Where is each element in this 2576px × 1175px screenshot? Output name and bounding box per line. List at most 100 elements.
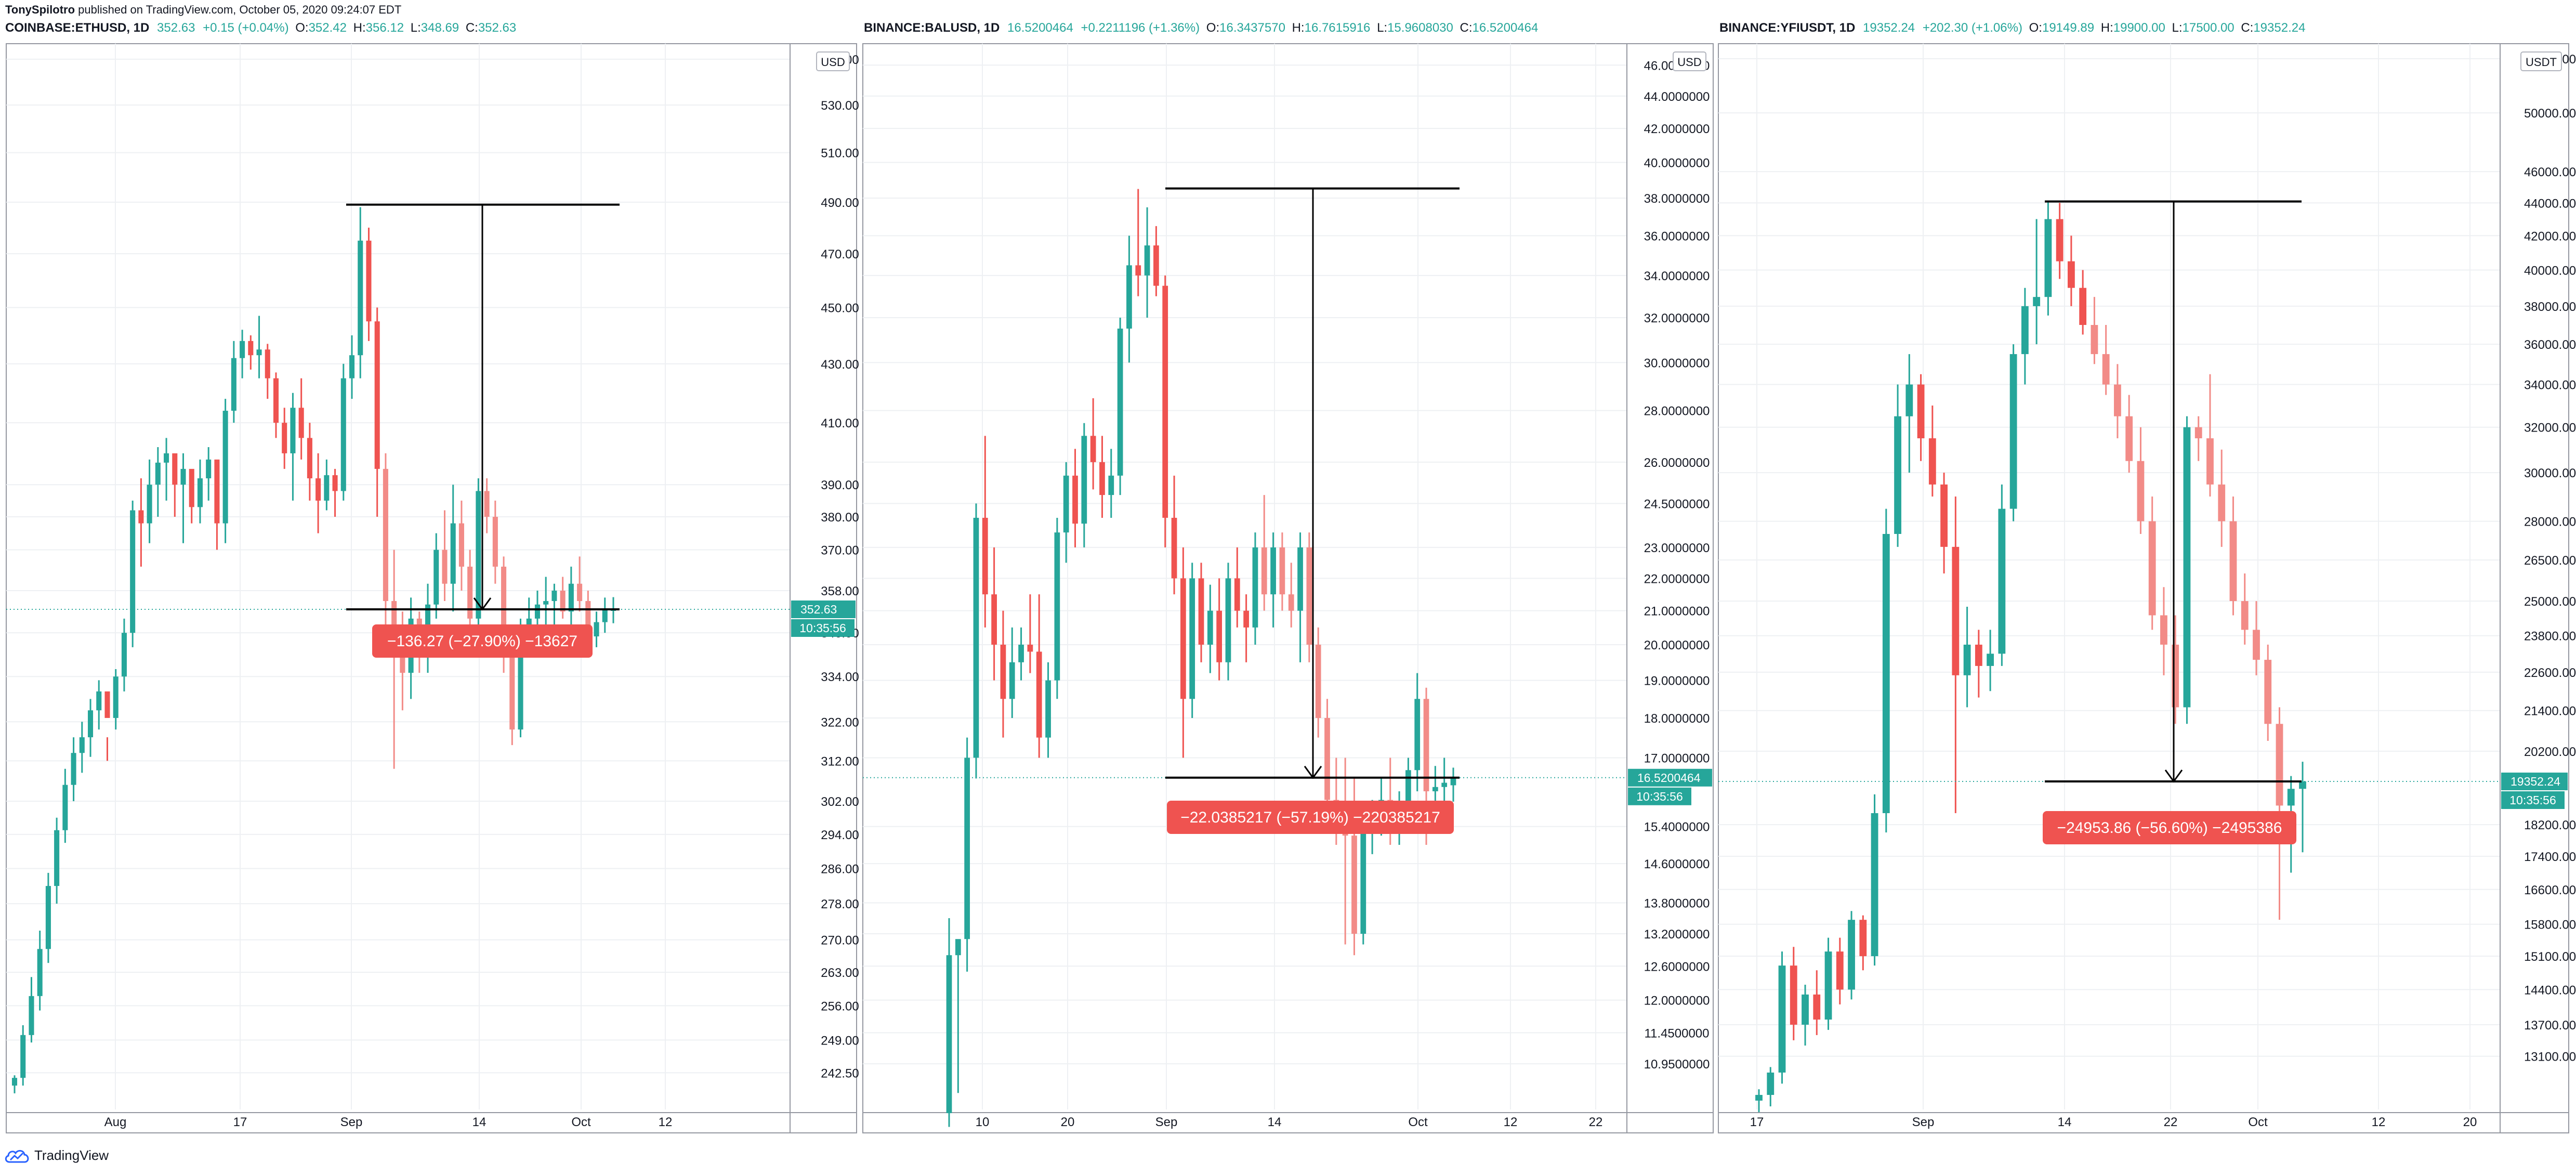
candle-body[interactable] — [130, 510, 136, 633]
candle-body[interactable] — [29, 996, 34, 1035]
currency-label[interactable]: USD — [1677, 56, 1701, 69]
candle[interactable] — [332, 468, 338, 517]
candle[interactable] — [1802, 985, 1809, 1046]
candle[interactable] — [1054, 517, 1060, 699]
candle[interactable] — [54, 817, 60, 904]
candle[interactable] — [231, 341, 236, 423]
candle-body[interactable] — [290, 408, 296, 453]
measure-label-badge[interactable] — [372, 624, 593, 658]
candle[interactable] — [290, 393, 296, 501]
candle-body[interactable] — [113, 676, 119, 718]
candle[interactable] — [2264, 644, 2272, 741]
candle-body[interactable] — [1450, 777, 1456, 786]
candle-body[interactable] — [37, 949, 43, 996]
candle-body[interactable] — [2137, 461, 2145, 521]
measure-label-badge[interactable] — [1167, 801, 1454, 834]
candle[interactable] — [189, 468, 194, 524]
candle-body[interactable] — [1018, 644, 1024, 662]
candle[interactable] — [2241, 573, 2249, 645]
candle-body[interactable] — [1905, 384, 1913, 416]
author-name[interactable]: TonySpilotro — [5, 3, 75, 16]
candle-body[interactable] — [1117, 329, 1123, 476]
candle[interactable] — [1027, 594, 1033, 673]
candle[interactable] — [164, 438, 169, 501]
candle-body[interactable] — [518, 625, 523, 730]
candle[interactable] — [391, 550, 397, 769]
candle[interactable] — [2056, 203, 2064, 279]
candle[interactable] — [172, 453, 178, 517]
candle-body[interactable] — [543, 601, 549, 605]
candle[interactable] — [1261, 495, 1267, 611]
candle[interactable] — [433, 533, 439, 619]
candle-body[interactable] — [1189, 578, 1195, 699]
candle-body[interactable] — [71, 753, 76, 785]
candle[interactable] — [1279, 532, 1285, 611]
candle-body[interactable] — [138, 510, 144, 524]
candle-body[interactable] — [1108, 475, 1114, 495]
candle-body[interactable] — [1099, 462, 1105, 495]
candle-body[interactable] — [509, 654, 515, 730]
candle-body[interactable] — [1234, 578, 1240, 611]
candle[interactable] — [2091, 297, 2098, 364]
candle-body[interactable] — [2264, 660, 2272, 724]
candle-body[interactable] — [602, 610, 608, 622]
candle[interactable] — [37, 931, 43, 1011]
candle[interactable] — [282, 408, 287, 469]
measure-tool[interactable]: −22.0385217 (−57.19%) −220385217 — [1165, 187, 1460, 834]
candle-body[interactable] — [1045, 680, 1051, 738]
candle[interactable] — [20, 1025, 26, 1086]
candle[interactable] — [104, 691, 110, 761]
candle-body[interactable] — [2067, 261, 2075, 288]
candle-body[interactable] — [1755, 1094, 1763, 1101]
candle-body[interactable] — [1324, 717, 1330, 800]
candle[interactable] — [2044, 201, 2052, 316]
candle-body[interactable] — [366, 240, 372, 322]
candle-body[interactable] — [526, 618, 532, 626]
candle-body[interactable] — [240, 341, 245, 358]
currency-label[interactable]: USDT — [2526, 56, 2557, 69]
candle-body[interactable] — [1802, 994, 1809, 1025]
candle[interactable] — [1270, 532, 1276, 628]
candle[interactable] — [206, 447, 212, 501]
candle[interactable] — [11, 1075, 18, 1093]
candle[interactable] — [1207, 584, 1213, 673]
candle-body[interactable] — [450, 523, 456, 584]
candle-body[interactable] — [1975, 644, 1982, 666]
candle[interactable] — [71, 737, 76, 801]
candle-body[interactable] — [265, 349, 270, 378]
candle[interactable] — [138, 478, 144, 567]
candle-body[interactable] — [1778, 965, 1786, 1073]
candle-body[interactable] — [189, 468, 194, 507]
candle-body[interactable] — [214, 459, 220, 524]
candle[interactable] — [87, 699, 94, 757]
candle[interactable] — [1180, 547, 1186, 758]
candle[interactable] — [96, 680, 102, 730]
candle[interactable] — [2033, 219, 2041, 345]
candle[interactable] — [1859, 915, 1867, 971]
candle-body[interactable] — [155, 462, 161, 485]
candle[interactable] — [509, 647, 515, 746]
candle-body[interactable] — [391, 601, 397, 637]
measure-tool[interactable]: −136.27 (−27.90%) −13627 — [346, 203, 620, 658]
candle-body[interactable] — [433, 550, 439, 605]
candle-body[interactable] — [1952, 546, 1960, 675]
candle-body[interactable] — [1180, 578, 1186, 699]
candle[interactable] — [2218, 449, 2226, 547]
candle-body[interactable] — [2125, 416, 2133, 461]
candle[interactable] — [2206, 374, 2214, 497]
candle[interactable] — [2137, 427, 2145, 534]
candle-body[interactable] — [1162, 285, 1168, 518]
candle-body[interactable] — [1767, 1072, 1775, 1095]
currency-box[interactable] — [1673, 51, 1706, 71]
candle-body[interactable] — [1859, 920, 1867, 957]
candle-body[interactable] — [2021, 306, 2029, 355]
candle-body[interactable] — [1315, 644, 1321, 718]
candle-body[interactable] — [316, 478, 321, 501]
candle-body[interactable] — [484, 491, 490, 517]
candle-body[interactable] — [2194, 427, 2202, 439]
candle[interactable] — [1848, 911, 1855, 1000]
candle-body[interactable] — [1963, 644, 1971, 675]
candle-body[interactable] — [2218, 484, 2226, 521]
candle[interactable] — [374, 307, 380, 517]
chart-panel-0[interactable]: 550.00530.00510.00490.00470.00450.00430.… — [6, 43, 859, 1133]
